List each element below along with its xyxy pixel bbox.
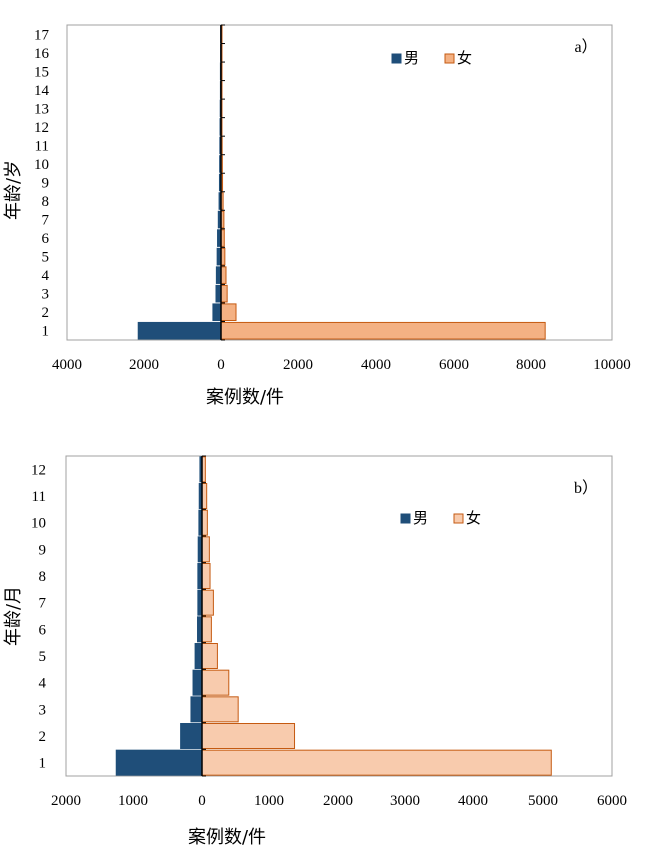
- x-tick-label: 0: [217, 357, 225, 373]
- y-tick-label: 16: [34, 46, 50, 62]
- y-tick-label: 2: [39, 729, 47, 745]
- y-tick-label: 1: [42, 324, 50, 340]
- x-tick-label: 4000: [52, 357, 82, 373]
- legend-label-female: 女: [457, 49, 472, 67]
- y-tick-label: 12: [34, 120, 49, 136]
- x-tick-label: 1000: [254, 793, 284, 809]
- bar-female-age-6: [201, 616, 212, 643]
- y-tick-label: 5: [39, 649, 47, 665]
- y-tick-label: 17: [34, 27, 50, 43]
- plot-frame: [66, 24, 613, 341]
- x-tick-label: 5000: [528, 793, 558, 809]
- y-tick-label: 4: [42, 268, 50, 284]
- x-tick-label: 2000: [283, 357, 313, 373]
- x-tick-label: 4000: [361, 357, 391, 373]
- bar-female-age-9: [201, 536, 210, 563]
- legend: 男女: [391, 49, 472, 67]
- y-tick-label: 7: [39, 596, 47, 612]
- bar-male-age-1: [137, 321, 222, 340]
- bar-male-age-2: [212, 303, 222, 322]
- y-tick-label: 15: [34, 64, 49, 80]
- y-tick-label: 7: [42, 213, 50, 229]
- x-tick-label: 1000: [118, 793, 148, 809]
- y-tick-label: 1: [39, 756, 47, 772]
- x-axis-title: 案例数/件: [206, 387, 284, 408]
- y-tick-label: 10: [34, 157, 49, 173]
- y-tick-label: 9: [42, 176, 50, 192]
- bar-female-age-8: [201, 563, 211, 589]
- x-tick-label: 6000: [439, 357, 469, 373]
- legend-swatch-female: [444, 53, 455, 64]
- y-tick-label: 4: [39, 676, 47, 692]
- x-tick-label: 2000: [323, 793, 353, 809]
- bar-female-age-3: [220, 284, 228, 303]
- bar-female-age-1: [220, 321, 546, 340]
- bar-male-age-4: [192, 669, 203, 696]
- bar-female-age-5: [201, 643, 218, 669]
- y-tick-label: 8: [42, 194, 50, 210]
- bar-female-age-7: [201, 589, 214, 616]
- y-tick-label: 3: [39, 702, 47, 718]
- panel-label: b）: [574, 479, 598, 497]
- bar-female-age-2: [220, 303, 237, 322]
- bar-female-age-2: [201, 723, 296, 749]
- y-tick-label: 11: [35, 138, 49, 154]
- bar-male-age-5: [194, 643, 203, 669]
- x-tick-label: 8000: [516, 357, 546, 373]
- bar-male-age-2: [180, 723, 203, 749]
- y-tick-label: 8: [39, 569, 47, 585]
- panel-label: a）: [574, 38, 597, 56]
- y-axis-title: 年龄/岁: [3, 160, 24, 220]
- y-axis-title: 年龄/月: [3, 586, 24, 646]
- y-tick-label: 3: [42, 287, 50, 303]
- y-tick-label: 11: [32, 489, 46, 505]
- x-tick-label: 6000: [597, 793, 627, 809]
- x-tick-label: 10000: [593, 357, 631, 373]
- legend-label-female: 女: [466, 509, 481, 527]
- x-tick-label: 2000: [129, 357, 159, 373]
- bar-male-age-3: [215, 284, 222, 303]
- legend-swatch-male: [400, 513, 411, 524]
- bar-female-age-1: [201, 749, 552, 776]
- y-tick-label: 6: [39, 622, 47, 638]
- bar-male-age-3: [190, 696, 203, 723]
- bar-female-age-4: [201, 669, 230, 696]
- x-axis-title: 案例数/件: [188, 827, 266, 848]
- y-tick-label: 5: [42, 250, 50, 266]
- legend-label-male: 男: [413, 509, 428, 527]
- y-tick-label: 14: [34, 83, 50, 99]
- legend-swatch-female: [453, 513, 464, 524]
- legend-label-male: 男: [404, 49, 419, 67]
- legend-swatch-male: [391, 53, 402, 64]
- bar-female-age-10: [201, 509, 208, 536]
- x-tick-label: 4000: [458, 793, 488, 809]
- y-tick-label: 12: [31, 462, 46, 478]
- y-tick-label: 2: [42, 305, 50, 321]
- legend: 男女: [400, 509, 481, 527]
- x-tick-label: 0: [198, 793, 206, 809]
- plot-frame: [65, 455, 613, 777]
- bar-male-age-1: [115, 749, 203, 776]
- x-tick-label: 2000: [51, 793, 81, 809]
- y-tick-label: 10: [31, 516, 46, 532]
- bar-female-age-3: [201, 696, 239, 723]
- bar-female-age-4: [220, 266, 227, 284]
- y-tick-label: 9: [39, 542, 47, 558]
- x-tick-label: 3000: [390, 793, 420, 809]
- y-tick-label: 6: [42, 231, 50, 247]
- y-tick-label: 13: [34, 101, 49, 117]
